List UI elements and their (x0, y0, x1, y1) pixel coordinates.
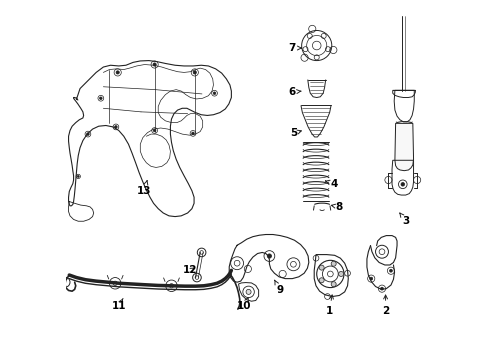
Circle shape (99, 97, 102, 99)
Text: 13: 13 (137, 181, 151, 197)
Circle shape (267, 254, 271, 258)
Text: 1: 1 (326, 295, 333, 316)
Circle shape (213, 92, 216, 95)
Text: 6: 6 (288, 87, 301, 97)
Text: 9: 9 (275, 280, 284, 296)
Circle shape (192, 132, 195, 135)
Circle shape (319, 265, 324, 270)
Circle shape (381, 287, 383, 290)
Text: 4: 4 (325, 179, 338, 189)
Text: 5: 5 (290, 129, 301, 138)
Text: 12: 12 (183, 265, 198, 275)
Circle shape (116, 71, 119, 74)
Circle shape (246, 289, 251, 294)
Circle shape (153, 129, 156, 132)
Text: 8: 8 (331, 202, 343, 212)
Circle shape (115, 126, 117, 128)
Circle shape (370, 277, 373, 280)
Circle shape (390, 269, 392, 272)
Circle shape (401, 183, 405, 186)
Circle shape (331, 261, 336, 266)
Circle shape (339, 271, 343, 276)
Text: 10: 10 (237, 298, 251, 311)
Circle shape (77, 175, 79, 177)
Circle shape (153, 63, 156, 66)
Circle shape (331, 282, 336, 287)
Circle shape (87, 133, 89, 135)
Polygon shape (395, 123, 414, 171)
Text: 2: 2 (382, 295, 389, 316)
Circle shape (193, 71, 196, 74)
Text: 3: 3 (400, 213, 410, 226)
Text: 7: 7 (288, 43, 301, 53)
Text: 11: 11 (112, 298, 126, 311)
Circle shape (319, 278, 324, 283)
